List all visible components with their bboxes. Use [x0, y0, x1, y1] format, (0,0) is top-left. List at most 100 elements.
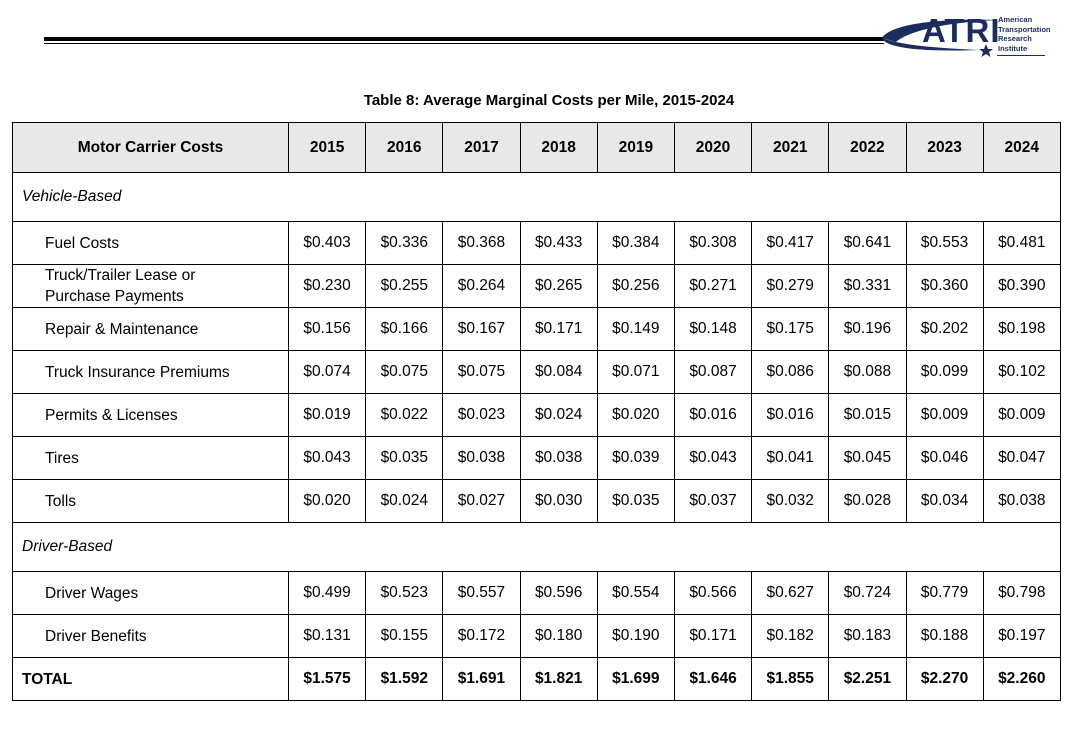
- value-cell: $0.023: [442, 393, 521, 437]
- value-cell: $0.041: [751, 436, 830, 480]
- value-cell: $0.403: [287, 221, 367, 265]
- value-cell: $0.074: [287, 350, 367, 394]
- logo-subtitle: American Transportation Research Institu…: [998, 15, 1051, 53]
- value-cell: $0.336: [365, 221, 444, 265]
- value-cell: $0.182: [751, 614, 830, 658]
- value-cell: $0.172: [442, 614, 521, 658]
- value-cell: $0.009: [982, 393, 1061, 437]
- value-cell: $0.045: [828, 436, 907, 480]
- value-cell: $0.499: [287, 571, 367, 615]
- value-cell: $0.034: [905, 479, 984, 523]
- value-cell: $0.102: [982, 350, 1061, 394]
- row-label: Truck/Trailer Lease or Purchase Payments: [12, 264, 289, 308]
- value-cell: $0.022: [365, 393, 444, 437]
- value-cell: $0.084: [519, 350, 598, 394]
- value-cell: $0.724: [828, 571, 907, 615]
- section-label: Vehicle-Based: [12, 172, 1061, 222]
- value-cell: $0.030: [519, 479, 598, 523]
- value-cell: $0.198: [982, 307, 1061, 351]
- table-row: Truck Insurance Premiums $0.074 $0.075 $0.0…: [12, 350, 1061, 394]
- value-cell: $0.190: [596, 614, 675, 658]
- header-cell-year: 2016: [365, 122, 444, 173]
- logo-underline: [997, 55, 1045, 56]
- value-cell: $0.798: [982, 571, 1061, 615]
- value-cell: $0.088: [828, 350, 907, 394]
- header-rule-thin: [44, 43, 884, 44]
- value-cell: $0.433: [519, 221, 598, 265]
- value-cell: $0.641: [828, 221, 907, 265]
- value-cell: $0.171: [673, 614, 753, 658]
- header-cell-year: 2024: [982, 122, 1061, 173]
- value-cell: $0.554: [596, 571, 675, 615]
- value-cell: $0.175: [751, 307, 830, 351]
- table-row: Permits & Licenses $0.019 $0.022 $0.023 $0.0…: [12, 393, 1061, 437]
- atri-logo: ATRI American Transportation Research In…: [880, 8, 1060, 60]
- row-label: Truck Insurance Premiums: [12, 350, 289, 394]
- value-cell: $0.256: [596, 264, 675, 308]
- value-cell: $0.087: [673, 350, 753, 394]
- value-cell: $0.038: [442, 436, 521, 480]
- value-cell: $0.016: [751, 393, 830, 437]
- row-label: Driver Benefits: [12, 614, 289, 658]
- value-cell: $0.131: [287, 614, 367, 658]
- value-cell: $0.627: [751, 571, 830, 615]
- value-cell: $0.148: [673, 307, 753, 351]
- section-row: Driver-Based: [12, 522, 1061, 572]
- row-label: Driver Wages: [12, 571, 289, 615]
- value-cell: $0.264: [442, 264, 521, 308]
- value-cell: $0.015: [828, 393, 907, 437]
- value-cell: $0.024: [519, 393, 598, 437]
- value-cell: $0.171: [519, 307, 598, 351]
- value-cell: $0.027: [442, 479, 521, 523]
- row-label: Permits & Licenses: [12, 393, 289, 437]
- cost-table: Motor Carrier Costs 2015 2016 2017 2018 …: [12, 122, 1061, 701]
- table-row: Tolls $0.020 $0.024 $0.027 $0.030 $0.035 $0.03…: [12, 479, 1061, 523]
- section-row: Vehicle-Based: [12, 172, 1061, 222]
- value-cell: $0.368: [442, 221, 521, 265]
- value-cell: $0.155: [365, 614, 444, 658]
- value-cell: $0.020: [287, 479, 367, 523]
- value-cell: $0.308: [673, 221, 753, 265]
- logo-swoosh-icon: [882, 19, 998, 57]
- value-cell: $0.523: [365, 571, 444, 615]
- logo-line: American: [998, 15, 1033, 24]
- header-cell-year: 2018: [519, 122, 598, 173]
- total-value-cell: $2.260: [982, 657, 1061, 701]
- value-cell: $0.596: [519, 571, 598, 615]
- header-cell-label: Motor Carrier Costs: [12, 122, 289, 173]
- value-cell: $0.016: [673, 393, 753, 437]
- value-cell: $0.071: [596, 350, 675, 394]
- row-label-line: Truck/Trailer Lease or: [45, 267, 196, 284]
- value-cell: $0.166: [365, 307, 444, 351]
- total-label: TOTAL: [12, 657, 289, 701]
- total-value-cell: $1.855: [751, 657, 830, 701]
- table-row: Tires $0.043 $0.035 $0.038 $0.038 $0.039 $0.04…: [12, 436, 1061, 480]
- value-cell: $0.032: [751, 479, 830, 523]
- header-cell-year: 2015: [287, 122, 367, 173]
- value-cell: $0.167: [442, 307, 521, 351]
- total-value-cell: $1.592: [365, 657, 444, 701]
- value-cell: $0.188: [905, 614, 984, 658]
- value-cell: $0.553: [905, 221, 984, 265]
- header-cell-year: 2020: [673, 122, 753, 173]
- row-label: Tolls: [12, 479, 289, 523]
- value-cell: $0.038: [982, 479, 1061, 523]
- logo-line: Institute: [998, 43, 1028, 53]
- value-cell: $0.390: [982, 264, 1061, 308]
- logo-line: Research: [998, 34, 1032, 43]
- value-cell: $0.360: [905, 264, 984, 308]
- header-cell-year: 2023: [905, 122, 984, 173]
- total-value-cell: $1.821: [519, 657, 598, 701]
- value-cell: $0.779: [905, 571, 984, 615]
- value-cell: $0.019: [287, 393, 367, 437]
- value-cell: $0.035: [365, 436, 444, 480]
- total-value-cell: $1.575: [287, 657, 367, 701]
- value-cell: $0.047: [982, 436, 1061, 480]
- header-cell-year: 2019: [596, 122, 675, 173]
- row-label-line: Purchase Payments: [45, 288, 184, 305]
- value-cell: $0.230: [287, 264, 367, 308]
- table-body: Vehicle-Based Fuel Costs $0.403 $0.336 $0.36…: [12, 172, 1061, 701]
- row-label: Repair & Maintenance: [12, 307, 289, 351]
- value-cell: $0.331: [828, 264, 907, 308]
- total-row: TOTAL $1.575 $1.592 $1.691 $1.821 $1.699 $1.64…: [12, 657, 1061, 701]
